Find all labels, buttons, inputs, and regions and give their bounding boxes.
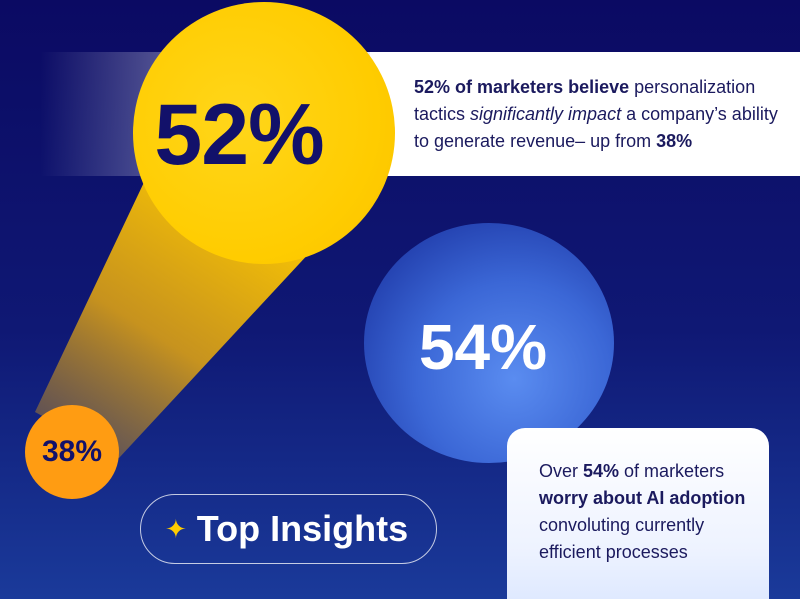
top-insights-pill: ✦ Top Insights	[140, 494, 437, 564]
stat-circle-54: 54%	[364, 223, 614, 463]
stat-circle-38: 38%	[25, 405, 119, 499]
bottom-insight-bold-2: worry about AI adoption	[539, 488, 746, 508]
bottom-insight-card: Over 54% of marketers worry about AI ado…	[507, 428, 769, 599]
top-insight-text-2: a company’s ability to generate revenue–…	[414, 104, 778, 151]
bottom-insight-text-3: convoluting currently efficient processe…	[539, 515, 705, 562]
top-insight-bold-intro: 52% of marketers believe	[414, 77, 630, 97]
top-insight-text: 52% of marketers believe personalization…	[414, 74, 784, 155]
sparkle-icon: ✦	[165, 513, 187, 544]
top-insight-text-1: personalization tactics	[414, 77, 756, 124]
top-insight-card: 52% of marketers believe personalization…	[370, 52, 800, 176]
stat-54-value: 54%	[418, 311, 548, 383]
bottom-insight-text-2: of marketers	[619, 461, 725, 481]
stat-52-value: 52%	[154, 86, 324, 183]
bottom-insight-text: Over 54% of marketers worry about AI ado…	[539, 458, 764, 566]
top-insight-italic: significantly impact	[470, 104, 622, 124]
stat-circle-52: 52%	[133, 2, 395, 264]
stat-38-value: 38%	[41, 435, 103, 468]
bottom-insight-text-1: Over	[539, 461, 584, 481]
bottom-insight-bold-1: 54%	[583, 461, 620, 481]
top-insight-bold-end: 38%	[656, 131, 693, 151]
top-insights-label: Top Insights	[196, 508, 409, 549]
